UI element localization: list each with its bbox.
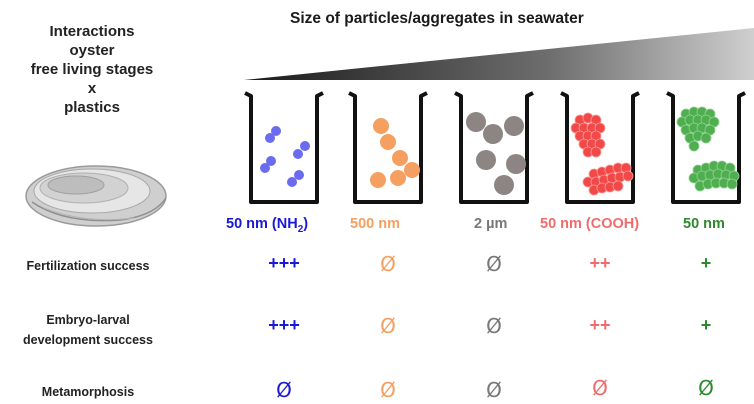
- beaker-50nm: [666, 91, 746, 204]
- size-axis-title: Size of particles/aggregates in seawater: [290, 10, 584, 27]
- row-label-line: development success: [23, 333, 153, 347]
- title-line: plastics: [64, 99, 120, 116]
- beaker-500nm: [348, 91, 428, 204]
- cell-metamorphosis-cooh: Ø: [592, 376, 608, 400]
- cell-metamorphosis-nh2: Ø: [276, 378, 292, 402]
- beaker-nh2: [244, 91, 324, 204]
- cell-fertilization-50nm: +: [700, 253, 712, 273]
- particles: [676, 106, 740, 192]
- cell-embryo-50nm: +: [700, 315, 712, 335]
- cell-embryo-500nm: Ø: [380, 314, 396, 338]
- row-label-line: Metamorphosis: [41, 385, 135, 399]
- cell-fertilization-nh2: +++: [268, 253, 300, 273]
- cell-embryo-cooh: ++: [589, 315, 611, 335]
- title-block: Interactions oyster free living stages x…: [0, 22, 184, 117]
- title-line: Interactions: [49, 23, 135, 40]
- particles: [260, 126, 310, 187]
- label-subscript: 2: [297, 223, 304, 235]
- cell-metamorphosis-2um: Ø: [486, 378, 502, 402]
- cell-fertilization-2um: Ø: [486, 252, 502, 276]
- title-line: free living stages: [30, 61, 154, 78]
- oyster-shell-icon: [25, 165, 167, 227]
- cell-embryo-nh2: +++: [268, 315, 300, 335]
- title-line: oyster: [69, 42, 115, 59]
- particles: [370, 118, 420, 188]
- row-label-line: Fertilization success: [26, 259, 150, 273]
- particles: [570, 112, 634, 196]
- cell-metamorphosis-50nm: Ø: [698, 376, 714, 400]
- cell-metamorphosis-500nm: Ø: [380, 378, 396, 402]
- beaker-2um: [454, 91, 534, 204]
- beaker-cooh: [560, 91, 640, 204]
- label-tail: ): [303, 216, 309, 232]
- row-label-line: Embryo-larval: [46, 313, 130, 327]
- row-label-embryo-larval: Embryo-larval development success: [0, 310, 176, 350]
- beaker-label-50nm: 50 nm: [683, 216, 725, 232]
- beaker-label-500nm: 500 nm: [350, 216, 400, 232]
- label-text: 50 nm (NH: [226, 216, 298, 232]
- beaker-label-2um: 2 µm: [474, 216, 508, 232]
- title-line: x: [87, 80, 97, 97]
- cell-fertilization-500nm: Ø: [380, 252, 396, 276]
- beaker-label-nh2: 50 nm (NH2): [226, 216, 308, 235]
- beaker-label-cooh: 50 nm (COOH): [540, 216, 640, 232]
- particles: [466, 112, 526, 195]
- size-gradient-wedge: [244, 28, 754, 80]
- row-label-fertilization: Fertilization success: [0, 256, 176, 276]
- row-label-metamorphosis: Metamorphosis: [0, 382, 176, 402]
- cell-fertilization-cooh: ++: [589, 253, 611, 273]
- cell-embryo-2um: Ø: [486, 314, 502, 338]
